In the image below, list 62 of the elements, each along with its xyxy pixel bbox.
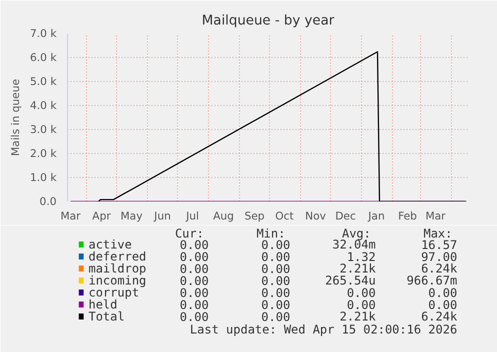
y-tick-label: 1.0 k [30,171,58,184]
text: 0.00 [261,250,290,264]
text: 2.21k [340,262,376,276]
text: Avg: [342,226,371,240]
text: 0.00 [180,274,209,288]
x-tick-label: Mar [60,210,82,222]
text: 0.00 [180,286,209,300]
text: 0.00 [261,274,290,288]
text: 0.00 [428,286,458,300]
text: 1.32 [346,250,376,264]
text: 0.00 [180,310,209,324]
y-tick-label: 2.0 k [30,147,58,160]
legend-label: maildrop [88,262,146,276]
text: 6.24k [421,262,458,276]
text: 6.24k [421,310,458,324]
text: 966.67m [406,274,458,288]
text: 0.00 [180,250,209,264]
legend-label: held [88,298,118,312]
y-tick-label: 6.0 k [30,51,58,64]
x-tick-label: Jul [185,210,199,222]
text: 265.54u [325,274,376,288]
text: 0.00 [261,286,290,300]
y-tick-label: 4.0 k [30,99,58,112]
text: Max: [423,226,452,240]
chart-title: Mailqueue - by year [202,14,335,28]
y-tick-label: 0.0 [40,195,57,208]
text: 2.21k [340,310,376,324]
y-tick-label: 5.0 k [30,75,58,88]
legend-label: Total [88,310,125,324]
x-tick-label: Mar [425,210,446,222]
text: 0.00 [428,298,458,312]
text: 0.00 [180,262,209,276]
x-tick-label: Oct [275,210,294,222]
x-tick-label: Aug [213,210,234,222]
text: 0.00 [346,286,376,300]
y-axis-title: Mails in queue [8,78,22,156]
text: 0.00 [261,262,290,276]
x-tick-label: Nov [305,210,326,222]
x-tick-label: May [120,210,143,222]
text: 0.00 [180,238,209,252]
x-tick-label: Feb [398,210,418,222]
x-tick-label: Apr [92,210,112,222]
legend-label: deferred [88,250,146,264]
text: 0.00 [346,298,376,312]
text: Min: [256,226,286,240]
legend-label: active [88,238,132,252]
text: 0.00 [261,238,290,252]
x-tick-label: Dec [335,210,356,222]
x-tick-label: Jun [153,210,171,222]
legend-label: incoming [88,274,146,288]
text: 16.57 [421,238,458,252]
x-tick-label: Jan [367,210,385,222]
text: Cur: [174,226,204,240]
text: 97.00 [421,250,458,264]
text: Last update: Wed Apr 15 02:00:16 2026 [190,322,458,336]
x-tick-label: Sep [244,210,265,222]
y-tick-label: 7.0 k [30,27,58,40]
text: 0.00 [180,298,209,312]
legend-label: corrupt [88,286,140,300]
y-tick-label: 3.0 k [30,123,58,136]
text: 0.00 [261,310,290,324]
text: 0.00 [261,298,290,312]
